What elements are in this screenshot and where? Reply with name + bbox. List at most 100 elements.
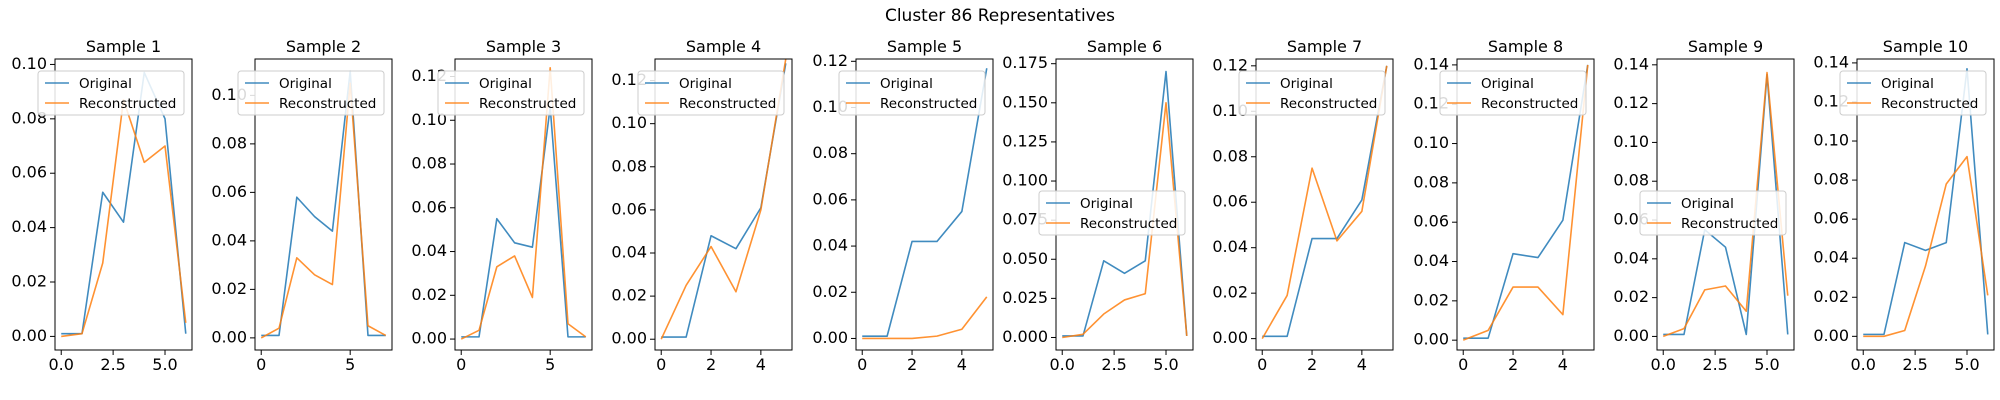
- subplot-title: Sample 4: [686, 37, 761, 56]
- reconstructed-line: [1261, 65, 1388, 340]
- y-tick-label: 0.08: [1212, 146, 1248, 165]
- subplot-9: Sample 90.0 2.5 5.00.000.020.040.060.080.1…: [1613, 37, 1795, 374]
- x-tick-label: 0: [1257, 355, 1267, 374]
- legend-label: Original: [1481, 76, 1534, 92]
- x-tick-label: 2.5: [1902, 355, 1927, 374]
- y-tick-label: 0.06: [1813, 209, 1849, 228]
- x-tick-label: 0: [857, 355, 867, 374]
- y-tick-label: 0.10: [11, 54, 47, 73]
- y-tick-label: 0.02: [1212, 283, 1248, 302]
- y-tick-label: 0.02: [11, 272, 47, 291]
- x-tick-label: 0: [456, 355, 466, 374]
- legend-label: Original: [1681, 196, 1734, 212]
- reconstructed-line: [1062, 102, 1188, 339]
- x-tick-label: 0.0: [49, 355, 74, 374]
- y-tick-label: 0.02: [1613, 287, 1649, 306]
- subplot-title: Sample 9: [1688, 37, 1763, 56]
- legend-box: [637, 70, 785, 116]
- figure-suptitle: Cluster 86 Representatives: [885, 6, 1115, 26]
- legend-label: Reconstructed: [479, 96, 576, 112]
- subplot-3: Sample 30 50.000.020.040.060.080.100.12 Or…: [411, 37, 593, 374]
- reconstructed-line: [260, 82, 387, 339]
- y-tick-label: 0.12: [812, 51, 848, 70]
- subplot-title: Sample 8: [1488, 37, 1563, 56]
- y-tick-label: 0.06: [812, 189, 848, 208]
- legend: Original Reconstructed: [1839, 70, 1987, 116]
- subplot-title: Sample 2: [286, 37, 361, 56]
- y-tick-label: 0.04: [812, 236, 848, 255]
- original-line: [1262, 65, 1388, 338]
- legend: Original Reconstructed: [37, 70, 185, 116]
- legend: Original Reconstructed: [437, 70, 585, 116]
- legend-label: Reconstructed: [1080, 216, 1177, 232]
- legend-label: Reconstructed: [679, 96, 776, 112]
- axes-frame: [654, 58, 793, 351]
- subplot-2: Sample 20 50.000.020.040.060.080.10Origin…: [211, 37, 393, 374]
- subplot-title: Sample 5: [887, 37, 962, 56]
- y-tick-label: 0.10: [1413, 133, 1449, 152]
- subplot-title: Sample 1: [86, 37, 161, 56]
- subplot-8: Sample 80 2 40.000.020.040.060.080.100.120…: [1413, 37, 1595, 374]
- legend-label: Reconstructed: [79, 96, 176, 112]
- x-tick-label: 0: [656, 355, 666, 374]
- subplot-6: Sample 6 0.0 2.5 5.0 0.000 0.025 0.050 0.075 0.1…: [1002, 37, 1194, 374]
- y-tick-label: 0.000: [1002, 327, 1048, 346]
- y-tick-label: 0.100: [1002, 171, 1048, 190]
- subplot-title: Sample 3: [486, 37, 561, 56]
- x-tick-label: 2.5: [100, 355, 125, 374]
- reconstructed-line: [1863, 155, 1989, 338]
- y-tick-label: 0.08: [411, 154, 447, 173]
- y-tick-label: 0.06: [611, 199, 647, 218]
- y-tick-label: 0.08: [1413, 172, 1449, 191]
- y-tick-label: 0.06: [11, 163, 47, 182]
- legend-box: [37, 70, 185, 116]
- panels: Sample 10.0 2.5 5.00.000.020.040.060.080.1…: [11, 37, 1995, 374]
- legend-label: Original: [880, 76, 933, 92]
- axes-frame: [1255, 58, 1394, 351]
- x-tick-label: 0.0: [1851, 355, 1876, 374]
- legend: Original Reconstructed: [838, 70, 986, 116]
- y-tick-label: 0.14: [1813, 52, 1849, 71]
- y-tick-label: 0.14: [1613, 54, 1649, 73]
- subplot-title: Sample 6: [1087, 37, 1162, 56]
- y-tick-label: 0.04: [411, 241, 447, 260]
- y-tick-label: 0.04: [1813, 248, 1849, 267]
- x-tick-label: 5.0: [1754, 355, 1779, 374]
- axes-frame: [855, 58, 994, 351]
- legend-box: [1038, 190, 1186, 236]
- x-tick-label: 2: [1307, 355, 1317, 374]
- y-tick-label: 0.025: [1002, 288, 1048, 307]
- legend: Original Reconstructed: [1038, 190, 1186, 236]
- y-tick-label: 0.12: [1212, 55, 1248, 74]
- y-tick-label: 0.06: [411, 197, 447, 216]
- y-tick-label: 0.06: [1212, 192, 1248, 211]
- legend-box: [1639, 190, 1787, 236]
- y-tick-label: 0.00: [211, 327, 247, 346]
- y-tick-label: 0.02: [411, 285, 447, 304]
- x-tick-label: 0: [1458, 355, 1468, 374]
- axes-frame: [254, 58, 393, 351]
- y-tick-label: 0.10: [1813, 131, 1849, 150]
- axes-frame: [454, 58, 593, 351]
- y-tick-label: 0.02: [812, 282, 848, 301]
- original-line: [1463, 64, 1589, 340]
- y-tick-label: 0.08: [1813, 170, 1849, 189]
- y-tick-label: 0.04: [11, 217, 47, 236]
- y-tick-label: 0.125: [1002, 131, 1048, 150]
- x-tick-label: 2: [907, 355, 917, 374]
- y-tick-label: 0.075: [1002, 210, 1048, 229]
- y-tick-label: 0.10: [1613, 132, 1649, 151]
- x-tick-label: 5.0: [1153, 355, 1178, 374]
- reconstructed-line: [1462, 64, 1589, 341]
- x-tick-label: 2: [1508, 355, 1518, 374]
- y-tick-label: 0.00: [1813, 326, 1849, 345]
- x-tick-label: 0: [256, 355, 266, 374]
- y-tick-label: 0.10: [611, 113, 647, 132]
- x-tick-label: 2: [706, 355, 716, 374]
- original-line: [1062, 70, 1188, 337]
- y-tick-label: 0.14: [1413, 54, 1449, 73]
- subplot-5: Sample 50 2 40.000.020.040.060.080.100.12O…: [812, 37, 994, 374]
- legend-label: Reconstructed: [1481, 96, 1578, 112]
- legend-label: Original: [679, 76, 732, 92]
